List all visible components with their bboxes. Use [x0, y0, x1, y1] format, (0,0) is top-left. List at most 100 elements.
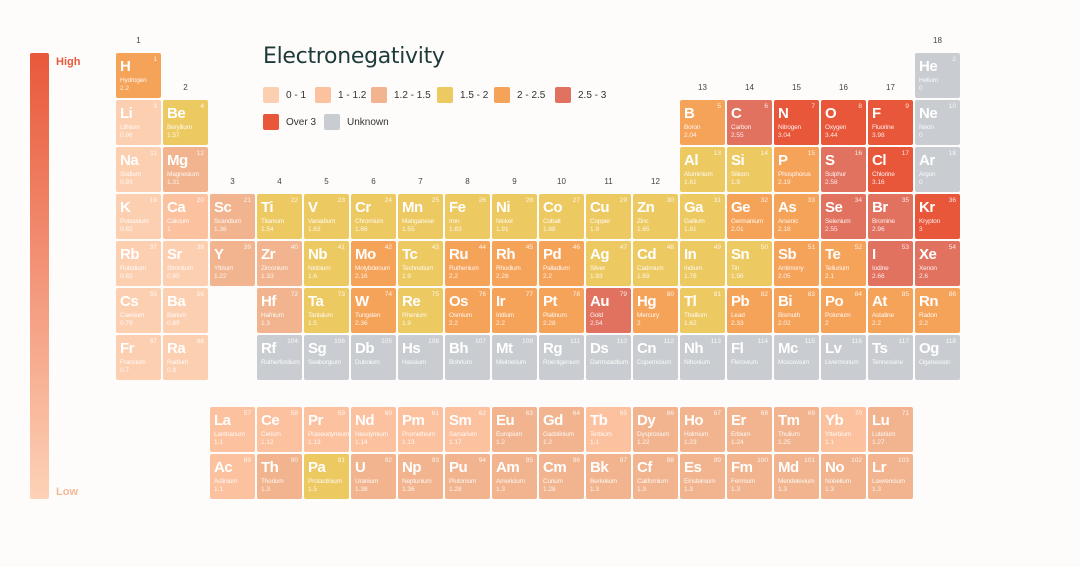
element-cell-zinc[interactable]: 30 Zn Zinc 1.65 — [633, 194, 678, 239]
element-cell-uranium[interactable]: 92 U Uranium 1.38 — [351, 454, 396, 499]
element-cell-francium[interactable]: 87 Fr Francium 0.7 — [116, 335, 161, 380]
element-cell-tin[interactable]: 50 Sn Tin 1.96 — [727, 241, 772, 286]
element-cell-palladium[interactable]: 46 Pd Palladium 2.2 — [539, 241, 584, 286]
element-cell-lawrencium[interactable]: 103 Lr Lawrencium 1.3 — [868, 454, 913, 499]
element-cell-niobium[interactable]: 41 Nb Niobium 1.6 — [304, 241, 349, 286]
element-cell-ruthenium[interactable]: 44 Ru Ruthenium 2.2 — [445, 241, 490, 286]
element-cell-hydrogen[interactable]: 1 H Hydrogen 2.2 — [116, 53, 161, 98]
element-cell-thallium[interactable]: 81 Tl Thallium 1.62 — [680, 288, 725, 333]
element-cell-curium[interactable]: 96 Cm Curium 1.28 — [539, 454, 584, 499]
element-cell-dubnium[interactable]: 105 Db Dubnium — [351, 335, 396, 380]
element-cell-calcium[interactable]: 20 Ca Calcium 1 — [163, 194, 208, 239]
element-cell-technetium[interactable]: 43 Tc Technetium 1.9 — [398, 241, 443, 286]
element-cell-mendelevium[interactable]: 101 Md Mendelevium 1.3 — [774, 454, 819, 499]
element-cell-praseodymium[interactable]: 59 Pr Praseodymium 1.13 — [304, 407, 349, 452]
element-cell-ytterbium[interactable]: 70 Yb Ytterbium 1.1 — [821, 407, 866, 452]
element-cell-lutetium[interactable]: 71 Lu Lutetium 1.27 — [868, 407, 913, 452]
element-cell-protactinium[interactable]: 91 Pa Protactinium 1.5 — [304, 454, 349, 499]
element-cell-arsenic[interactable]: 33 As Arsenic 2.18 — [774, 194, 819, 239]
element-cell-neodymium[interactable]: 60 Nd Neodymium 1.14 — [351, 407, 396, 452]
element-cell-nickel[interactable]: 28 Ni Nickel 1.91 — [492, 194, 537, 239]
element-cell-hassium[interactable]: 108 Hs Hassium — [398, 335, 443, 380]
element-cell-silicon[interactable]: 14 Si Silicon 1.9 — [727, 147, 772, 192]
element-cell-berkelium[interactable]: 97 Bk Berkelium 1.3 — [586, 454, 631, 499]
element-cell-iodine[interactable]: 53 I Iodine 2.66 — [868, 241, 913, 286]
element-cell-oxygen[interactable]: 8 O Oxygen 3.44 — [821, 100, 866, 145]
element-cell-meitnerium[interactable]: 109 Mt Meitnerium — [492, 335, 537, 380]
element-cell-samarium[interactable]: 62 Sm Samarium 1.17 — [445, 407, 490, 452]
element-cell-plutonium[interactable]: 94 Pu Plutonium 1.28 — [445, 454, 490, 499]
element-cell-fermium[interactable]: 100 Fm Fermium 1.3 — [727, 454, 772, 499]
element-cell-bromine[interactable]: 35 Br Bromine 2.96 — [868, 194, 913, 239]
element-cell-mercury[interactable]: 80 Hg Mercury 2 — [633, 288, 678, 333]
element-cell-rubidium[interactable]: 37 Rb Rubidium 0.82 — [116, 241, 161, 286]
element-cell-barium[interactable]: 56 Ba Barium 0.89 — [163, 288, 208, 333]
element-cell-osmium[interactable]: 76 Os Osmium 2.2 — [445, 288, 490, 333]
element-cell-bohrium[interactable]: 107 Bh Bohrium — [445, 335, 490, 380]
element-cell-iron[interactable]: 26 Fe Iron 1.83 — [445, 194, 490, 239]
element-cell-europium[interactable]: 63 Eu Europium 1.2 — [492, 407, 537, 452]
element-cell-flerovium[interactable]: 114 Fl Flerovium — [727, 335, 772, 380]
element-cell-cadmium[interactable]: 48 Cd Cadmium 1.69 — [633, 241, 678, 286]
element-cell-gold[interactable]: 79 Au Gold 2.54 — [586, 288, 631, 333]
element-cell-platinum[interactable]: 78 Pt Platinum 2.28 — [539, 288, 584, 333]
element-cell-sulphur[interactable]: 16 S Sulphur 2.58 — [821, 147, 866, 192]
element-cell-tellurium[interactable]: 52 Te Tellurium 2.1 — [821, 241, 866, 286]
element-cell-sodium[interactable]: 11 Na Sodium 0.93 — [116, 147, 161, 192]
element-cell-chlorine[interactable]: 17 Cl Chlorine 3.16 — [868, 147, 913, 192]
element-cell-tungsten[interactable]: 74 W Tungsten 2.36 — [351, 288, 396, 333]
element-cell-silver[interactable]: 47 Ag Silver 1.93 — [586, 241, 631, 286]
element-cell-tantalum[interactable]: 73 Ta Tantalum 1.5 — [304, 288, 349, 333]
element-cell-beryllium[interactable]: 4 Be Beryllium 1.57 — [163, 100, 208, 145]
element-cell-bismuth[interactable]: 83 Bi Bismuth 2.02 — [774, 288, 819, 333]
element-cell-dysprosium[interactable]: 66 Dy Dysprosium 1.22 — [633, 407, 678, 452]
element-cell-scandium[interactable]: 21 Sc Scandium 1.36 — [210, 194, 255, 239]
element-cell-caesium[interactable]: 55 Cs Caesium 0.79 — [116, 288, 161, 333]
element-cell-neptunium[interactable]: 93 Np Neptunium 1.36 — [398, 454, 443, 499]
element-cell-argon[interactable]: 18 Ar Argon 0 — [915, 147, 960, 192]
element-cell-magnesium[interactable]: 12 Mg Magnesium 1.31 — [163, 147, 208, 192]
element-cell-germanium[interactable]: 32 Ge Germanium 2.01 — [727, 194, 772, 239]
element-cell-nobelium[interactable]: 102 No Nobelium 1.3 — [821, 454, 866, 499]
element-cell-californium[interactable]: 98 Cf Californium 1.3 — [633, 454, 678, 499]
element-cell-thorium[interactable]: 90 Th Thorium 1.3 — [257, 454, 302, 499]
element-cell-indium[interactable]: 49 In Indium 1.78 — [680, 241, 725, 286]
element-cell-nihonium[interactable]: 113 Nh Nihonium — [680, 335, 725, 380]
element-cell-moscovium[interactable]: 115 Mc Moscovium — [774, 335, 819, 380]
element-cell-promethium[interactable]: 61 Pm Promethium 1.13 — [398, 407, 443, 452]
element-cell-radon[interactable]: 86 Rn Radon 2.2 — [915, 288, 960, 333]
element-cell-oganesson[interactable]: 118 Og Oganesson — [915, 335, 960, 380]
element-cell-xenon[interactable]: 54 Xe Xenon 2.6 — [915, 241, 960, 286]
element-cell-selenium[interactable]: 34 Se Selenium 2.55 — [821, 194, 866, 239]
element-cell-antimony[interactable]: 51 Sb Antimony 2.05 — [774, 241, 819, 286]
element-cell-vanadium[interactable]: 23 V Vanadium 1.63 — [304, 194, 349, 239]
element-cell-aluminium[interactable]: 13 Al Aluminium 1.61 — [680, 147, 725, 192]
element-cell-rhenium[interactable]: 75 Re Rhenium 1.9 — [398, 288, 443, 333]
element-cell-boron[interactable]: 5 B Boron 2.04 — [680, 100, 725, 145]
element-cell-lead[interactable]: 82 Pb Lead 2.33 — [727, 288, 772, 333]
element-cell-fluorine[interactable]: 9 F Fluorine 3.98 — [868, 100, 913, 145]
element-cell-helium[interactable]: 2 He Helium 0 — [915, 53, 960, 98]
element-cell-cobalt[interactable]: 27 Co Cobalt 1.88 — [539, 194, 584, 239]
element-cell-roentgenium[interactable]: 111 Rg Roentgenium — [539, 335, 584, 380]
element-cell-terbium[interactable]: 65 Tb Terbium 1.1 — [586, 407, 631, 452]
element-cell-radium[interactable]: 88 Ra Radium 0.9 — [163, 335, 208, 380]
element-cell-carbon[interactable]: 6 C Carbon 2.55 — [727, 100, 772, 145]
element-cell-polonium[interactable]: 84 Po Polonium 2 — [821, 288, 866, 333]
element-cell-hafnium[interactable]: 72 Hf Hafnium 1.3 — [257, 288, 302, 333]
element-cell-iridium[interactable]: 77 Ir Iridium 2.2 — [492, 288, 537, 333]
element-cell-livermorium[interactable]: 116 Lv Livermorium — [821, 335, 866, 380]
element-cell-lithium[interactable]: 3 Li Lithium 0.98 — [116, 100, 161, 145]
element-cell-rhodium[interactable]: 45 Rh Rhodium 2.28 — [492, 241, 537, 286]
element-cell-yttrium[interactable]: 39 Y Yttrium 1.22 — [210, 241, 255, 286]
element-cell-erbium[interactable]: 68 Er Erbium 1.24 — [727, 407, 772, 452]
element-cell-manganese[interactable]: 25 Mn Manganese 1.55 — [398, 194, 443, 239]
element-cell-tennessine[interactable]: 117 Ts Tennessine — [868, 335, 913, 380]
element-cell-gadolinium[interactable]: 64 Gd Gadolinium 1.2 — [539, 407, 584, 452]
element-cell-copper[interactable]: 29 Cu Copper 1.9 — [586, 194, 631, 239]
element-cell-phosphorus[interactable]: 15 P Phosphorus 2.19 — [774, 147, 819, 192]
element-cell-potassium[interactable]: 19 K Potassium 0.82 — [116, 194, 161, 239]
element-cell-molybdenum[interactable]: 42 Mo Molybdenum 2.16 — [351, 241, 396, 286]
element-cell-lanthanum[interactable]: 57 La Lanthanum 1.1 — [210, 407, 255, 452]
element-cell-chromium[interactable]: 24 Cr Chromium 1.66 — [351, 194, 396, 239]
